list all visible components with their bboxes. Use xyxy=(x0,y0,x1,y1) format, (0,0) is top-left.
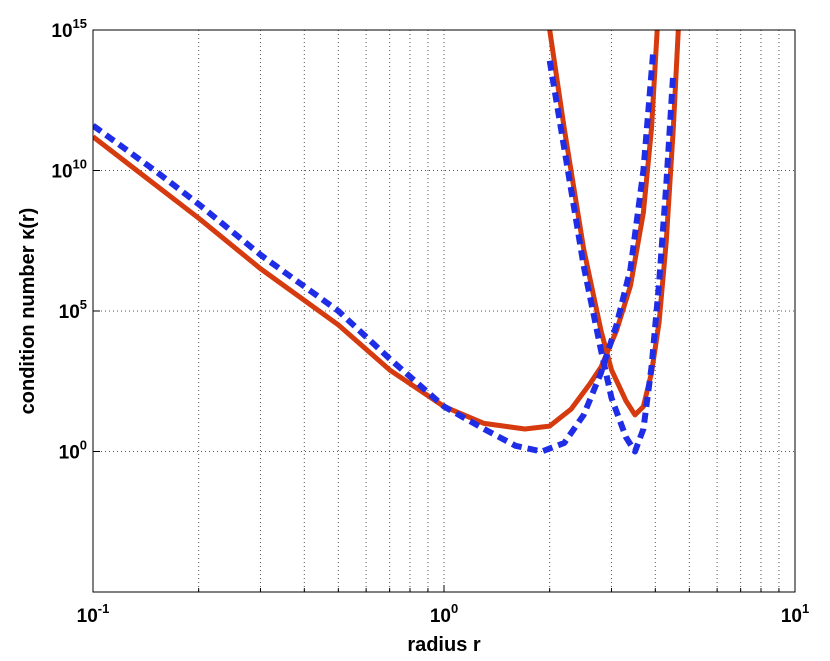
tick-exponent: 0 xyxy=(451,601,458,616)
series-line xyxy=(93,49,677,455)
lines xyxy=(93,30,681,455)
tick-exponent: -1 xyxy=(98,601,110,616)
y-tick-label: 1015 xyxy=(51,16,87,42)
series-line xyxy=(93,30,681,432)
y-tick-label: 100 xyxy=(59,438,87,464)
x-tick-label: 100 xyxy=(430,601,458,627)
tick-exponent: 0 xyxy=(80,438,87,453)
tick-base: 10 xyxy=(77,606,98,627)
tick-base: 10 xyxy=(51,21,72,42)
x-axis-label: radius r xyxy=(407,634,481,656)
x-tick-label: 10-1 xyxy=(77,601,110,627)
y-axis-label: condition number κ(r) xyxy=(17,208,39,415)
grid xyxy=(92,29,796,592)
x-tick-label: 101 xyxy=(781,601,809,627)
tick-exponent: 15 xyxy=(73,16,87,31)
y-tick-label: 105 xyxy=(59,297,87,323)
tick-base: 10 xyxy=(51,162,72,183)
tick-exponent: 10 xyxy=(73,157,87,172)
tick-base: 10 xyxy=(59,302,80,323)
tick-base: 10 xyxy=(781,606,802,627)
tick-base: 10 xyxy=(59,443,80,464)
tick-exponent: 5 xyxy=(80,297,87,312)
tick-exponent: 1 xyxy=(802,601,809,616)
tick-base: 10 xyxy=(430,606,451,627)
y-tick-label: 1010 xyxy=(51,157,87,183)
